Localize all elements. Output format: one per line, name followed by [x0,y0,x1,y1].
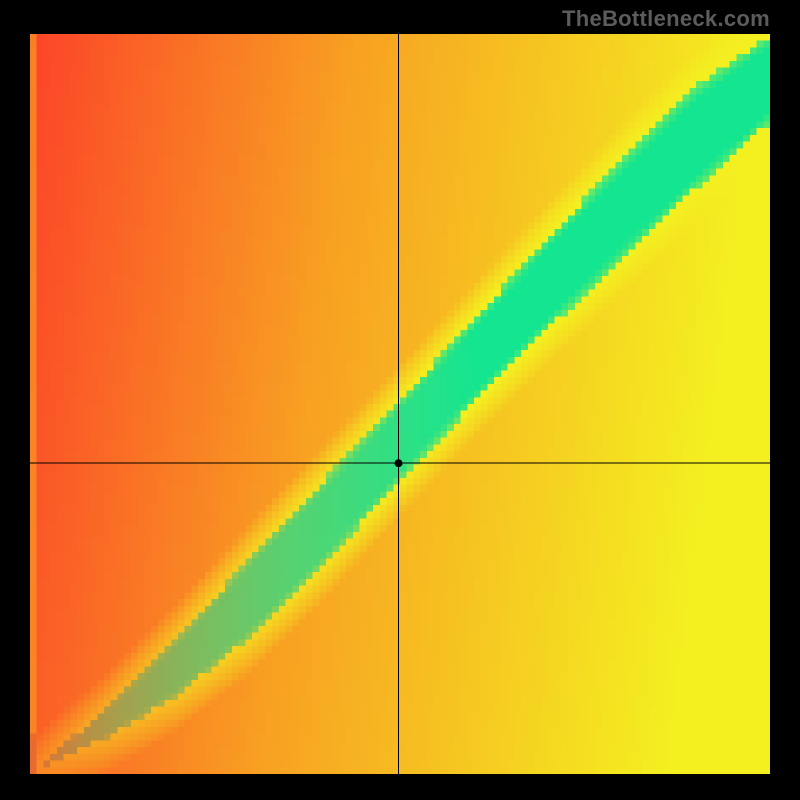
chart-root: { "canvas": { "width": 800, "height": 80… [0,0,800,800]
heatmap-plot [30,34,770,774]
watermark-text: TheBottleneck.com [562,6,770,32]
heatmap-canvas [30,34,770,774]
